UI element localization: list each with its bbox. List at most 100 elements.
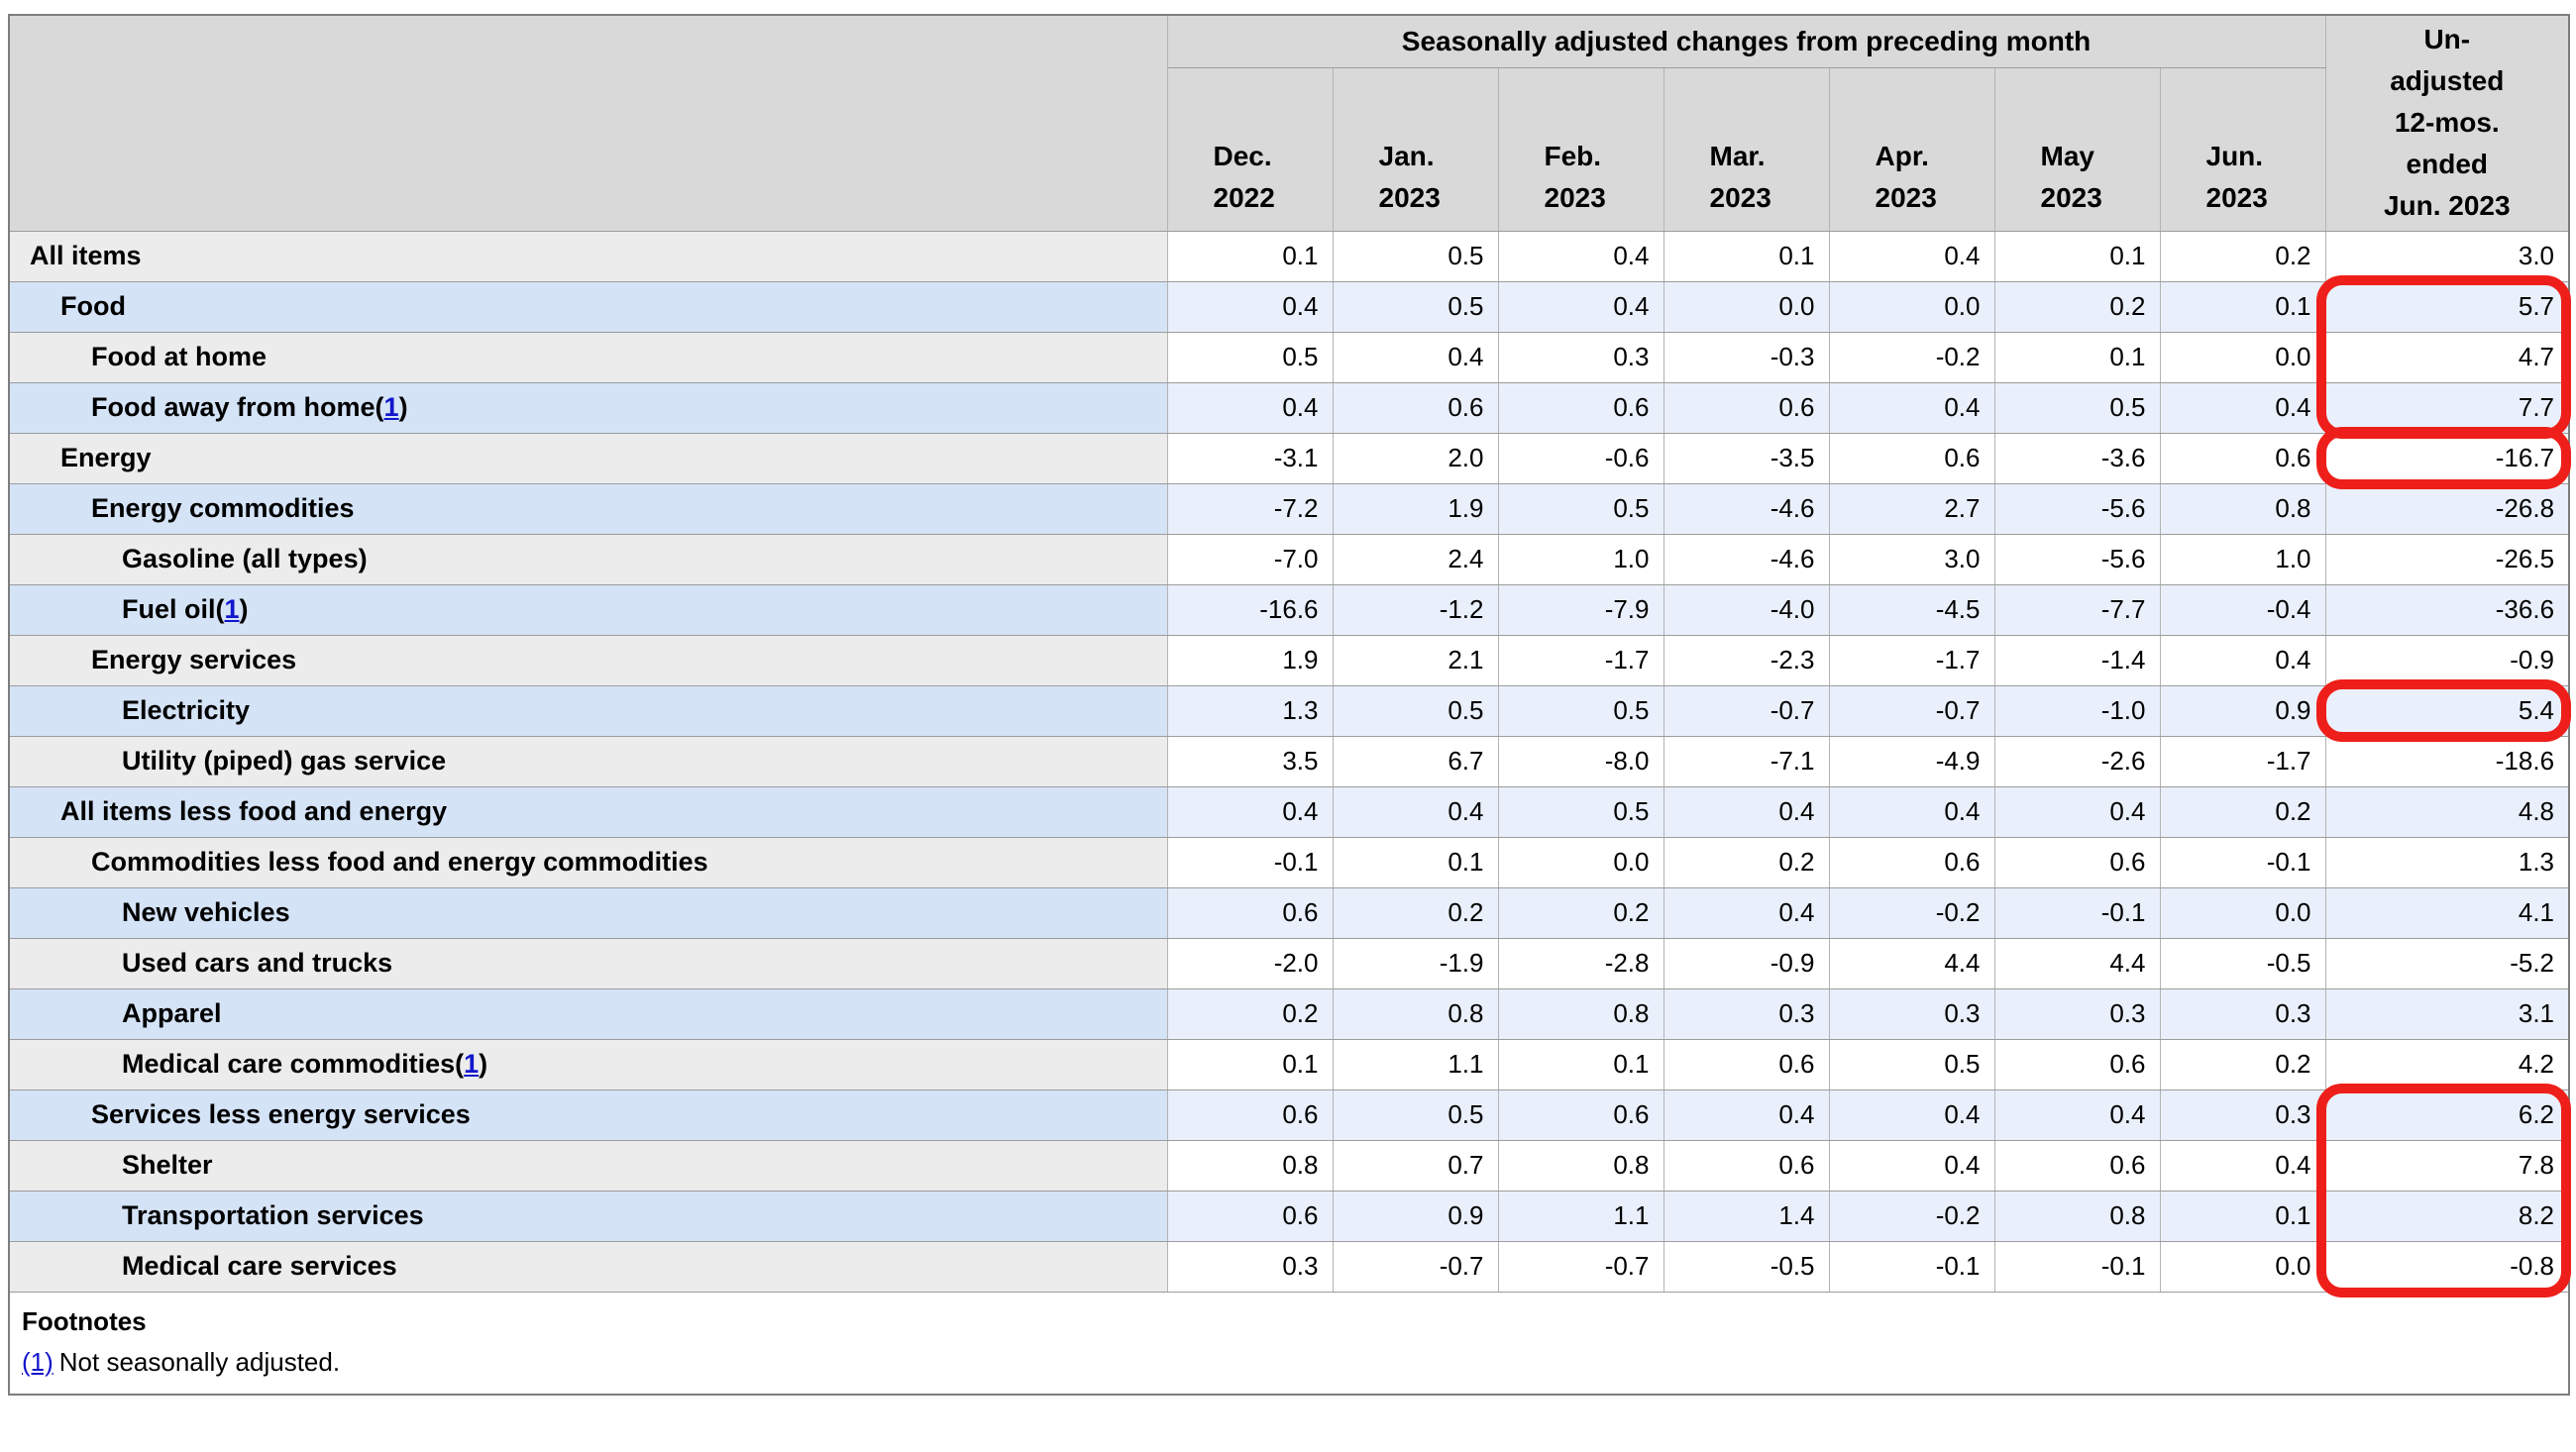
value-cell: 0.4 bbox=[1332, 331, 1499, 383]
value-cell: 0.0 bbox=[2159, 886, 2326, 939]
value-cell: 3.5 bbox=[1166, 735, 1334, 787]
value-cell: 0.1 bbox=[2159, 280, 2326, 333]
cpi-table: Seasonally adjusted changes from precedi… bbox=[8, 14, 2571, 1396]
value-cell: 0.4 bbox=[1828, 1089, 1995, 1141]
value-cell: 0.2 bbox=[2159, 1038, 2326, 1090]
value-cell: -5.6 bbox=[1993, 533, 2161, 585]
value-cell: 0.4 bbox=[1828, 381, 1995, 434]
value-cell: 0.5 bbox=[1166, 331, 1334, 383]
unadjusted-value-cell: 6.2 bbox=[2324, 1089, 2570, 1141]
table-row: Energy services 1.9 2.1 -1.7 -2.3 -1.7 -1.4 0.4… bbox=[8, 634, 2570, 686]
value-cell: 0.8 bbox=[1993, 1190, 2161, 1242]
row-label: Services less energy services bbox=[8, 1089, 1168, 1141]
value-cell: 0.3 bbox=[1993, 987, 2161, 1040]
unadjusted-value-cell: -36.6 bbox=[2324, 583, 2570, 636]
value-cell: 1.1 bbox=[1497, 1190, 1664, 1242]
value-cell: -1.7 bbox=[1497, 634, 1664, 686]
value-cell: -3.1 bbox=[1166, 432, 1334, 484]
footnote-ref-link[interactable]: 1 bbox=[383, 392, 399, 422]
unadjusted-value-cell: 4.1 bbox=[2324, 886, 2570, 939]
row-label: Fuel oil(1) bbox=[8, 583, 1168, 636]
table-row: Fuel oil(1) -16.6 -1.2 -7.9 -4.0 -4.5 -7.7 -0.4… bbox=[8, 583, 2570, 636]
row-label: All items bbox=[8, 230, 1168, 282]
value-cell: 0.5 bbox=[1497, 785, 1664, 838]
value-cell: 0.5 bbox=[1332, 230, 1499, 282]
value-cell: 0.0 bbox=[2159, 331, 2326, 383]
value-cell: 0.3 bbox=[2159, 987, 2326, 1040]
table-row: New vehicles 0.6 0.2 0.2 0.4 -0.2 -0.1 0.0 4.1 bbox=[8, 886, 2570, 939]
row-label: Apparel bbox=[8, 987, 1168, 1040]
unadjusted-value-cell: 7.8 bbox=[2324, 1139, 2570, 1192]
value-cell: 0.4 bbox=[1663, 1089, 1830, 1141]
footnotes-heading: Footnotes bbox=[22, 1305, 147, 1336]
value-cell: 0.4 bbox=[1332, 785, 1499, 838]
value-cell: -0.1 bbox=[1828, 1240, 1995, 1293]
table-row: Medical care commodities(1) 0.1 1.1 0.1 0.6 0… bbox=[8, 1038, 2570, 1090]
table-row: Gasoline (all types) -7.0 2.4 1.0 -4.6 3.0 -5.… bbox=[8, 533, 2570, 585]
value-cell: 1.9 bbox=[1332, 482, 1499, 535]
unadjusted-value-cell: 7.7 bbox=[2324, 381, 2570, 434]
value-cell: -7.2 bbox=[1166, 482, 1334, 535]
value-cell: -0.1 bbox=[1993, 886, 2161, 939]
value-cell: 0.3 bbox=[2159, 1089, 2326, 1141]
value-cell: 0.6 bbox=[1993, 836, 2161, 888]
unadjusted-value-cell: 4.2 bbox=[2324, 1038, 2570, 1090]
footnote-ref-link[interactable]: 1 bbox=[224, 594, 240, 624]
footnote-ref-link[interactable]: (1) bbox=[22, 1346, 54, 1377]
row-label: Energy services bbox=[8, 634, 1168, 686]
value-cell: -1.9 bbox=[1332, 937, 1499, 989]
value-cell: -0.7 bbox=[1828, 684, 1995, 737]
footnotes-row: Footnotes (1) Not seasonally adjusted. bbox=[8, 1291, 2570, 1395]
table-row: Electricity 1.3 0.5 0.5 -0.7 -0.7 -1.0 0.9 5.4 bbox=[8, 684, 2570, 737]
value-cell: 0.1 bbox=[1166, 230, 1334, 282]
row-label: Medical care services bbox=[8, 1240, 1168, 1293]
table-row: Energy -3.1 2.0 -0.6 -3.5 0.6 -3.6 0.6 -16.7 bbox=[8, 432, 2570, 484]
table-row: All items less food and energy 0.4 0.4 0.5 0… bbox=[8, 785, 2570, 838]
column-header-month: Feb. 2023 bbox=[1497, 66, 1664, 232]
row-label: Gasoline (all types) bbox=[8, 533, 1168, 585]
footnote-ref-link[interactable]: 1 bbox=[464, 1049, 480, 1079]
table-row: Shelter 0.8 0.7 0.8 0.6 0.4 0.6 0.4 7.8 bbox=[8, 1139, 2570, 1192]
value-cell: 0.1 bbox=[1993, 331, 2161, 383]
value-cell: 0.2 bbox=[2159, 785, 2326, 838]
table-row: Services less energy services 0.6 0.5 0.6 0.… bbox=[8, 1089, 2570, 1141]
table-row: Medical care services 0.3 -0.7 -0.7 -0.5 -0.1… bbox=[8, 1240, 2570, 1293]
value-cell: 0.1 bbox=[1663, 230, 1830, 282]
value-cell: -0.3 bbox=[1663, 331, 1830, 383]
value-cell: 0.0 bbox=[1828, 280, 1995, 333]
value-cell: -4.9 bbox=[1828, 735, 1995, 787]
value-cell: 0.6 bbox=[1993, 1038, 2161, 1090]
value-cell: 0.6 bbox=[1166, 886, 1334, 939]
value-cell: 0.0 bbox=[2159, 1240, 2326, 1293]
value-cell: 0.6 bbox=[1166, 1089, 1334, 1141]
value-cell: 0.6 bbox=[2159, 432, 2326, 484]
value-cell: 0.9 bbox=[2159, 684, 2326, 737]
value-cell: 0.9 bbox=[1332, 1190, 1499, 1242]
value-cell: 0.8 bbox=[1332, 987, 1499, 1040]
value-cell: 0.6 bbox=[1663, 381, 1830, 434]
value-cell: 0.8 bbox=[1497, 1139, 1664, 1192]
unadjusted-value-cell: 3.1 bbox=[2324, 987, 2570, 1040]
value-cell: -0.4 bbox=[2159, 583, 2326, 636]
unadjusted-value-cell: -26.5 bbox=[2324, 533, 2570, 585]
value-cell: -0.1 bbox=[1993, 1240, 2161, 1293]
table-row: Food at home 0.5 0.4 0.3 -0.3 -0.2 0.1 0.0 4.7 bbox=[8, 331, 2570, 383]
value-cell: 1.0 bbox=[1497, 533, 1664, 585]
value-cell: -7.0 bbox=[1166, 533, 1334, 585]
table-row: Commodities less food and energy commodi… bbox=[8, 836, 2570, 888]
value-cell: 0.3 bbox=[1663, 987, 1830, 1040]
value-cell: -5.6 bbox=[1993, 482, 2161, 535]
value-cell: 0.4 bbox=[1993, 1089, 2161, 1141]
table-row: Apparel 0.2 0.8 0.8 0.3 0.3 0.3 0.3 3.1 bbox=[8, 987, 2570, 1040]
value-cell: 0.4 bbox=[1166, 785, 1334, 838]
value-cell: -4.6 bbox=[1663, 533, 1830, 585]
value-cell: -1.2 bbox=[1332, 583, 1499, 636]
row-label: Used cars and trucks bbox=[8, 937, 1168, 989]
value-cell: 0.5 bbox=[1828, 1038, 1995, 1090]
value-cell: -0.7 bbox=[1663, 684, 1830, 737]
value-cell: 1.0 bbox=[2159, 533, 2326, 585]
value-cell: -3.6 bbox=[1993, 432, 2161, 484]
value-cell: -1.7 bbox=[1828, 634, 1995, 686]
value-cell: 0.5 bbox=[1993, 381, 2161, 434]
